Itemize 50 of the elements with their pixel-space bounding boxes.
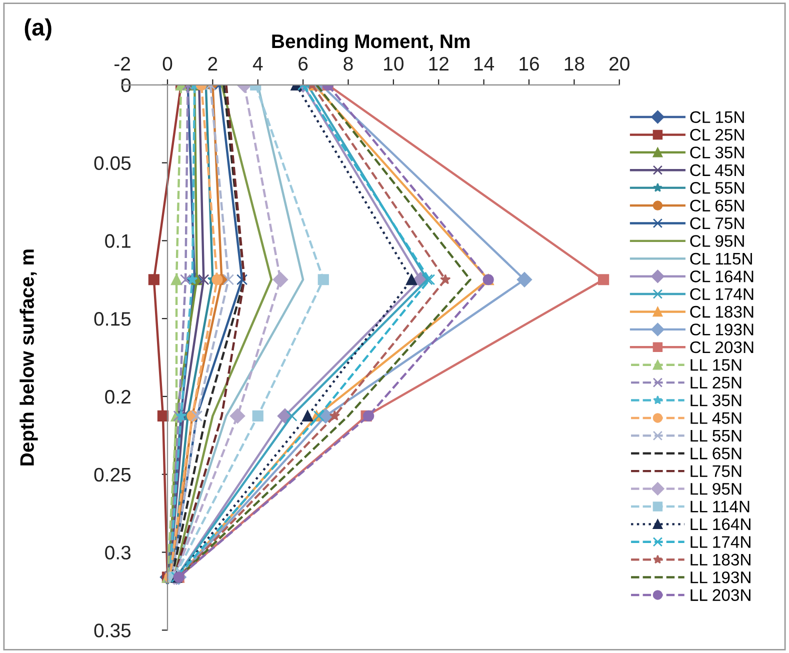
legend-label: CL 164N	[690, 270, 754, 282]
legend-label: LL 35N	[690, 394, 742, 406]
x-tick-label: 12	[429, 56, 448, 70]
legend-label: CL 183N	[690, 306, 754, 318]
legend-label: LL 75N	[690, 465, 742, 478]
x-tick-label: 10	[384, 56, 404, 71]
legend-label: CL 203N	[690, 341, 754, 354]
legend-label: LL 45N	[690, 412, 742, 424]
y-tick-label: 0.15	[94, 312, 131, 326]
x-tick-label: 18	[564, 56, 584, 71]
x-tick-label: 16	[520, 56, 539, 71]
legend-label: LL 203N	[690, 589, 750, 601]
legend-label: LL 55N	[690, 430, 742, 442]
legend-label: CL 35N	[690, 146, 744, 158]
x-axis-title: Bending Moment, Nm	[272, 34, 470, 52]
y-tick-label: 0.35	[94, 624, 131, 638]
x-tick-label: 14	[474, 57, 494, 70]
legend-label: LL 95N	[690, 482, 742, 495]
legend-label: CL 55N	[690, 182, 744, 194]
x-tick-label: 0	[162, 56, 172, 71]
legend-label: CL 95N	[690, 235, 744, 247]
legend-label: CL 174N	[690, 288, 754, 300]
legend-label: CL 45N	[690, 164, 744, 176]
legend-label: CL 65N	[690, 200, 744, 212]
legend-label: CL 25N	[690, 128, 744, 141]
legend-label: LL 193N	[690, 571, 750, 584]
legend-label: LL 15N	[690, 359, 742, 371]
legend-label: LL 183N	[690, 554, 750, 566]
legend-label: CL 15N	[690, 111, 744, 123]
legend-label: CL 75N	[690, 217, 744, 230]
legend-label: LL 65N	[690, 448, 742, 460]
legend-label: CL 115N	[690, 252, 752, 265]
x-tick-label: -2	[114, 56, 130, 70]
legend-label: CL 193N	[690, 324, 754, 336]
y-tick-label: 0.2	[105, 390, 130, 404]
y-tick-label: 0.3	[105, 546, 131, 560]
x-tick-label: 2	[208, 56, 218, 70]
chart-title: (a)	[24, 18, 52, 40]
legend-label: LL 164N	[690, 518, 750, 530]
x-tick-label: 20	[610, 56, 630, 71]
x-tick-label: 6	[298, 56, 308, 71]
y-tick-label: 0.1	[105, 234, 130, 248]
y-tick-label: 0.05	[94, 156, 131, 170]
y-tick-label: 0.25	[94, 468, 131, 482]
legend-label: LL 114N	[690, 500, 750, 512]
x-tick-label: 8	[344, 56, 353, 71]
legend-label: LL 174N	[690, 536, 750, 548]
legend-label: LL 25N	[690, 376, 742, 389]
y-axis-title: Depth below surface, m	[20, 250, 38, 466]
x-tick-label: 4	[252, 57, 263, 70]
